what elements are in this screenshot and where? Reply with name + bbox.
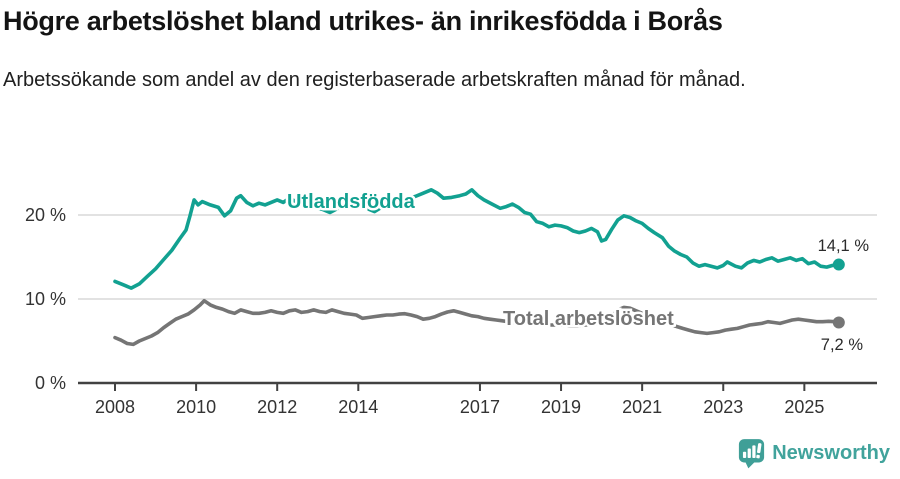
series-line-utlandsfodda xyxy=(113,188,841,290)
y-axis-tick-label: 0 % xyxy=(35,373,66,393)
chart-title: Högre arbetslöshet bland utrikes- än inr… xyxy=(3,6,723,36)
x-axis-tick-label: 2023 xyxy=(703,397,743,417)
newsworthy-brand-text: Newsworthy xyxy=(772,442,890,464)
x-axis-tick-label: 2025 xyxy=(784,397,824,417)
y-axis-tick-label: 20 % xyxy=(25,205,66,225)
x-axis-tick-label: 2012 xyxy=(257,397,297,417)
series-line-total xyxy=(113,298,841,347)
x-axis-tick-label: 2008 xyxy=(95,397,135,417)
series-end-value-label: 7,2 % xyxy=(821,336,864,354)
x-axis-tick-label: 2017 xyxy=(460,397,500,417)
newsworthy-bar-chart-pin-icon xyxy=(738,438,765,469)
x-axis-tick-label: 2010 xyxy=(176,397,216,417)
x-axis-tick-label: 2014 xyxy=(338,397,378,417)
series-end-dot-utlandsfodda xyxy=(832,258,845,271)
series-end-value-label: 14,1 % xyxy=(818,237,870,255)
series-label-utlandsfodda: Utlandsfödda xyxy=(287,191,416,213)
series-label-total: Total arbetslöshet xyxy=(503,308,674,330)
x-axis-tick-label: 2019 xyxy=(541,397,581,417)
series-end-dot-total xyxy=(832,316,845,329)
x-axis-tick-label: 2021 xyxy=(622,397,662,417)
y-axis-tick-label: 10 % xyxy=(25,289,66,309)
chart-subtitle: Arbetssökande som andel av den registerb… xyxy=(3,69,746,91)
newsworthy-logo[interactable]: Newsworthy xyxy=(738,438,890,469)
